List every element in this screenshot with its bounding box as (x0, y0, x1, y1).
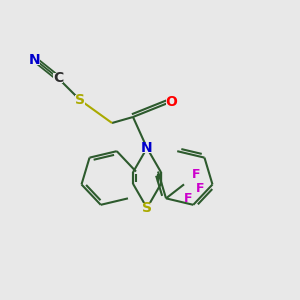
Bar (142, 143, 152, 153)
Text: C: C (53, 71, 63, 85)
Text: N: N (29, 53, 41, 67)
Text: F: F (192, 168, 200, 181)
Text: S: S (142, 201, 152, 215)
Bar (142, 203, 152, 213)
Text: F: F (184, 192, 192, 205)
Text: F: F (196, 182, 204, 195)
Bar (30, 55, 40, 65)
Bar (53, 73, 63, 83)
Bar (166, 97, 176, 107)
Text: O: O (165, 95, 177, 109)
Text: N: N (141, 141, 153, 155)
Text: S: S (75, 93, 85, 107)
Bar (75, 95, 85, 105)
